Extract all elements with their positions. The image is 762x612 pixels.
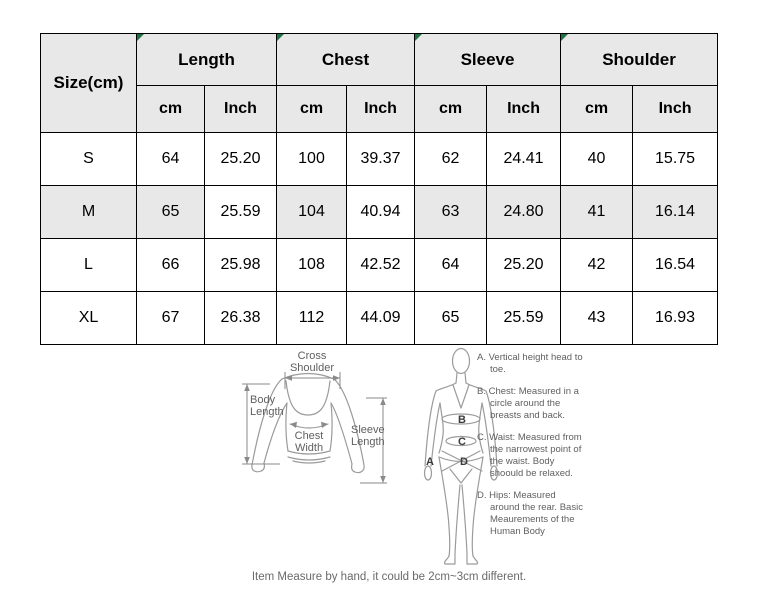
note-d-label: D. [477,490,487,501]
note-c-text: Waist: Measured from the narrowest point… [489,432,582,479]
figure-marker-b: B [458,414,466,426]
figure-marker-c: C [458,436,466,448]
figure-marker-d: D [460,456,468,468]
value-cell: 25.20 [204,132,277,186]
value-cell: 16.93 [632,291,719,345]
body-figure-sketch [423,347,499,565]
size-chart-table: Size(cm) Length Chest Sleeve Shoulder cm… [40,33,719,345]
garment-sketch [251,372,365,474]
size-cell: L [40,238,137,292]
note-b-text: Chest: Measured in a circle around the b… [488,386,579,421]
value-cell: 67 [136,291,205,345]
value-cell: 26.38 [204,291,277,345]
unit-header: Inch [345,85,416,133]
value-cell: 42 [560,238,634,292]
value-cell: 44.09 [345,291,416,345]
chest-width-dimension [290,421,328,428]
value-cell: 64 [414,238,488,292]
table-row-m: M 65 25.59 104 40.94 63 24.80 41 16.14 [40,185,719,239]
note-c-label: C. [477,432,487,443]
table-row-xl: XL 67 26.38 112 44.09 65 25.59 43 16.93 [40,291,719,345]
cross-shoulder-dimension [284,372,341,389]
group-header-chest-label: Chest [321,49,370,69]
note-c: C. Waist: Measured from the narrowest po… [477,432,587,480]
sleeve-length-dimension [360,397,387,484]
unit-header: cm [560,85,634,133]
unit-header: cm [276,85,347,133]
note-a: A. Vertical height head to toe. [477,352,587,376]
value-cell: 66 [136,238,205,292]
value-cell: 108 [276,238,347,292]
sleeve-length-label-line2: Length [351,436,385,448]
value-cell: 25.59 [486,291,562,345]
value-cell: 16.14 [632,185,719,239]
value-cell: 24.80 [486,185,562,239]
unit-header: Inch [632,85,719,133]
note-d-text: Hips: Measured around the rear. Basic Me… [489,490,583,537]
value-cell: 39.37 [345,132,416,186]
unit-header: cm [136,85,205,133]
group-header-chest: Chest [275,33,416,86]
size-cell: XL [40,291,137,345]
cross-shoulder-label-line1: Cross [298,350,327,362]
note-b: B. Chest: Measured in a circle around th… [477,386,587,422]
body-length-dimension [242,383,280,465]
group-header-shoulder: Shoulder [560,33,719,86]
size-cell: M [40,185,137,239]
unit-header: Inch [486,85,562,133]
measurement-diagram: Cross Shoulder Body Length Chest Width S… [242,347,499,565]
value-cell: 42.52 [345,238,416,292]
green-corner-flag-icon [561,34,569,41]
value-cell: 25.20 [486,238,562,292]
table-row-l: L 66 25.98 108 42.52 64 25.20 42 16.54 [40,238,719,292]
value-cell: 41 [560,185,634,239]
group-header-length-label: Length [178,49,235,69]
group-header-length: Length [136,33,277,86]
value-cell: 40 [560,132,634,186]
note-a-label: A. [477,352,486,363]
value-cell: 16.54 [632,238,719,292]
value-cell: 40.94 [345,185,416,239]
green-corner-flag-icon [277,34,284,41]
value-cell: 65 [136,185,205,239]
measurement-notes: A. Vertical height head to toe. B. Chest… [477,352,587,548]
note-a-text: Vertical height head to toe. [488,352,583,375]
chest-width-label-line2: Width [295,442,323,454]
header-group-row: Size(cm) Length Chest Sleeve Shoulder [40,33,719,133]
value-cell: 15.75 [632,132,719,186]
value-cell: 65 [414,291,488,345]
value-cell: 43 [560,291,634,345]
note-d: D. Hips: Measured around the rear. Basic… [477,490,587,538]
value-cell: 100 [276,132,347,186]
group-header-sleeve-label: Sleeve [460,49,515,69]
value-cell: 25.59 [204,185,277,239]
body-length-label-line2: Length [250,406,284,418]
value-cell: 112 [276,291,347,345]
table-row-s: S 64 25.20 100 39.37 62 24.41 40 15.75 [40,132,719,186]
corner-header-size: Size(cm) [40,33,137,133]
value-cell: 62 [414,132,488,186]
body-length-label-line1: Body [250,394,276,406]
value-cell: 104 [276,185,347,239]
group-header-shoulder-label: Shoulder [602,49,676,69]
green-corner-flag-icon [415,34,423,41]
green-corner-flag-icon [137,34,144,41]
group-header-sleeve: Sleeve [414,33,562,86]
figure-marker-a: A [426,456,434,468]
sleeve-length-label-line1: Sleeve [351,424,385,436]
size-cell: S [40,132,137,186]
note-b-label: B. [477,386,486,397]
value-cell: 63 [414,185,488,239]
measurement-disclaimer: Item Measure by hand, it could be 2cm~3c… [251,571,527,583]
value-cell: 64 [136,132,205,186]
unit-header: cm [414,85,488,133]
unit-header: Inch [204,85,277,133]
value-cell: 25.98 [204,238,277,292]
cross-shoulder-label-line2: Shoulder [290,362,334,374]
value-cell: 24.41 [486,132,562,186]
header-unit-row: cm Inch cm Inch cm Inch cm Inch [41,85,719,133]
chest-width-label-line1: Chest [295,430,324,442]
